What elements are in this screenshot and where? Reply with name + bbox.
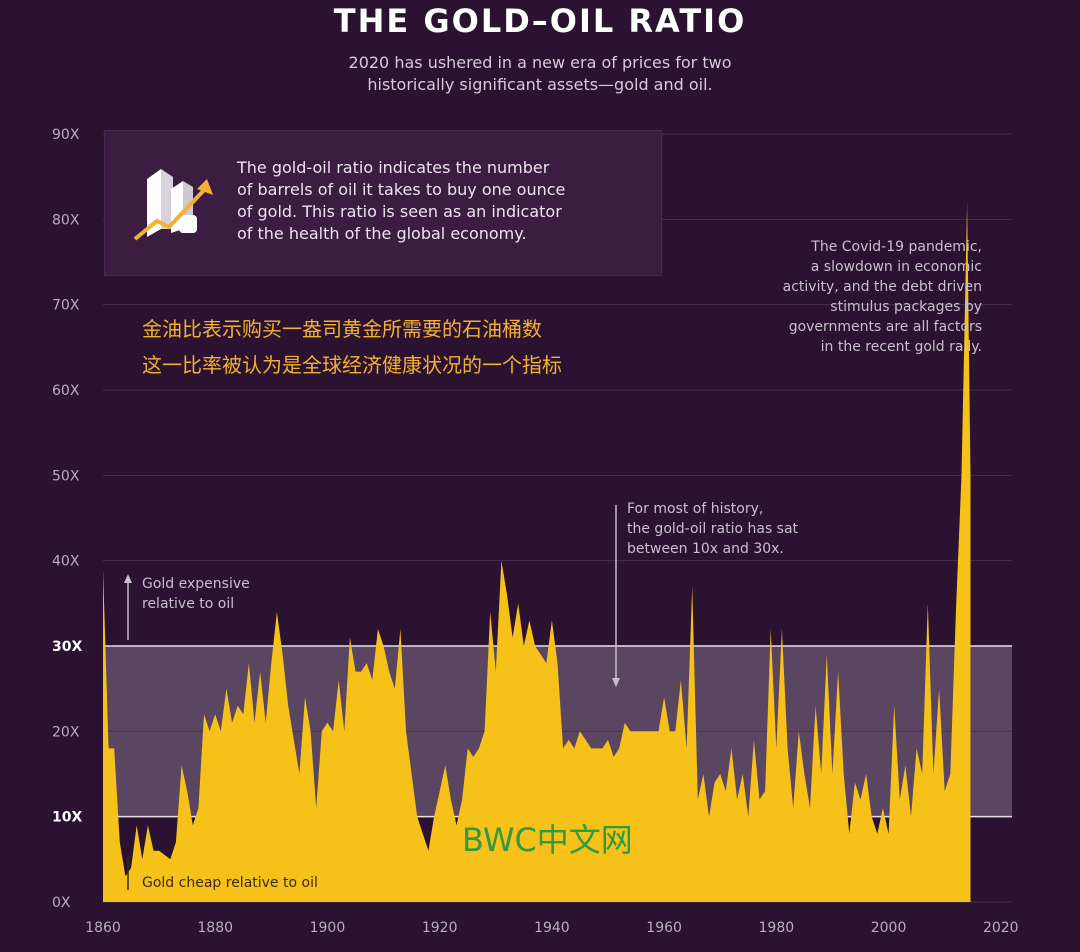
covid-line-6: in the recent gold rally. (820, 339, 982, 355)
area-layer (103, 202, 971, 903)
info-line-3: of gold. This ratio is seen as an indica… (237, 202, 562, 221)
covid-line-1: The Covid-19 pandemic, (811, 239, 982, 255)
page-title: THE GOLD–OIL RATIO (333, 2, 747, 40)
y-tick-label: 80X (52, 212, 80, 228)
covid-line-3: activity, and the debt driven (782, 279, 982, 295)
y-tick-label: 30X (52, 639, 82, 655)
info-line-1: The gold-oil ratio indicates the number (237, 158, 550, 177)
x-tick-label: 1860 (85, 920, 121, 936)
x-tick-label: 1960 (646, 920, 682, 936)
covid-line-2: a slowdown in economic (810, 259, 982, 275)
expensive-line-2: relative to oil (142, 596, 235, 612)
history-line-1: For most of history, (627, 501, 764, 517)
x-tick-label: 1880 (197, 920, 233, 936)
x-tick-label: 1980 (759, 920, 795, 936)
subtitle-line-2: historically significant assets—gold and… (367, 75, 713, 94)
series-area (103, 202, 971, 903)
page-subtitle: 2020 has ushered in a new era of prices … (290, 52, 790, 96)
expensive-arrowhead-icon (124, 574, 132, 583)
info-line-2: of barrels of oil it takes to buy one ou… (237, 180, 566, 199)
subtitle-line-1: 2020 has ushered in a new era of prices … (348, 53, 732, 72)
covid-line-4: stimulus packages by (830, 299, 982, 315)
covid-line-5: governments are all factors (788, 319, 982, 335)
info-line-4: of the health of the global economy. (237, 224, 527, 243)
y-tick-label: 50X (52, 468, 80, 484)
history-line-3: between 10x and 30x. (627, 541, 784, 557)
axis-layer: 0X 10X 20X 30X 40X 50X 60X 70X 80X 90X 1860 1880 190… (52, 127, 1019, 936)
y-tick-label: 10X (52, 810, 82, 826)
y-tick-label: 40X (52, 554, 80, 570)
y-tick-label: 60X (52, 383, 80, 399)
chinese-line-2: 这一比率被认为是全球经济健康状况的一个指标 (142, 353, 562, 377)
info-box: The gold-oil ratio indicates the number … (104, 130, 662, 276)
history-annotation: For most of history, the gold-oil ratio … (627, 499, 857, 559)
gold-expensive-annotation: Gold expensive relative to oil (142, 574, 312, 614)
y-tick-label: 90X (52, 127, 80, 143)
gold-cheap-annotation: Gold cheap relative to oil (142, 875, 318, 891)
y-tick-label: 0X (52, 895, 71, 911)
x-tick-label: 1940 (534, 920, 570, 936)
x-tick-label: 2000 (871, 920, 907, 936)
covid-annotation: The Covid-19 pandemic, a slowdown in eco… (732, 237, 982, 357)
y-tick-label: 20X (52, 724, 80, 740)
gold-bars-rising-arrow-icon (127, 159, 217, 253)
history-line-2: the gold-oil ratio has sat (627, 521, 799, 537)
x-tick-label: 1900 (310, 920, 346, 936)
info-text: The gold-oil ratio indicates the number … (237, 157, 647, 245)
y-tick-label: 70X (52, 298, 80, 314)
x-tick-label: 2020 (983, 920, 1019, 936)
history-arrowhead-icon (612, 678, 620, 687)
expensive-line-1: Gold expensive (142, 576, 250, 592)
chinese-line-1: 金油比表示购买一盎司黄金所需要的石油桶数 (142, 317, 542, 341)
x-tick-label: 1920 (422, 920, 458, 936)
watermark: BWC中文网 (462, 821, 633, 859)
